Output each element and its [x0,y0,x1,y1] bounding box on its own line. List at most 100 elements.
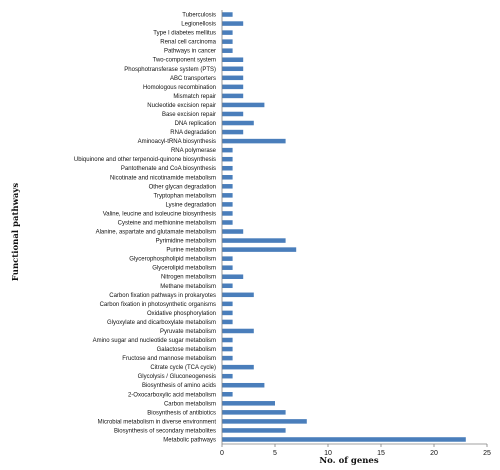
bar [222,319,233,325]
bar [222,392,233,397]
bar [222,346,233,352]
bar [222,401,275,406]
category-label: Biosynthesis of amino acids [142,383,216,389]
category-label: Glycerophospholipid metabolism [129,257,216,263]
bar [222,84,244,90]
y-axis-title: Functional pathways [11,183,21,281]
category-label: Homologous recombination [143,85,216,91]
x-tick-label: 10 [324,450,332,457]
bar [222,419,307,424]
category-label: Fructose and mannose metabolism [122,356,216,362]
category-label: Renal cell carcinoma [160,40,216,46]
x-tick-label: 25 [483,450,491,457]
bar [222,373,233,379]
category-label: Nitrogen metabolism [161,275,216,281]
bar [222,274,244,279]
x-axis-title: No. of genes [319,456,378,466]
x-tick-label: 5 [273,450,277,457]
bar [222,283,233,289]
category-label: Oxidative phosphorylation [147,311,216,317]
bar [222,175,233,180]
bar [222,301,233,307]
bar [222,328,254,334]
bar [222,337,233,343]
bar [222,202,233,207]
bar [222,184,233,189]
bar [222,147,233,153]
category-label: Base excision repair [162,112,216,118]
bar [222,256,233,261]
category-label: Cysteine and methionine metabolism [118,220,216,226]
bar [222,193,233,198]
category-label: Tryptophan metabolism [154,193,216,199]
category-label: Carbon fixation pathways in prokaryotes [109,293,216,299]
bars [222,12,466,442]
bar [222,265,233,270]
category-label: Valine, leucine and isoleucine biosynthe… [103,211,216,217]
bar [222,247,297,252]
category-label: Carbon fixation in photosynthetic organi… [100,302,216,308]
category-label: Galactose metabolism [157,347,216,353]
category-label: Tuberculosis [182,13,216,19]
category-label: Nucleotide excision repair [147,103,216,109]
category-label: Purine metabolism [166,248,216,254]
category-label: Pantothenate and CoA biosynthesis [121,166,216,172]
category-label: Pyrimidine metabolism [156,239,216,245]
bar [222,93,244,99]
category-label: Two-component system [153,58,216,64]
bar [222,138,286,144]
bar [222,238,286,243]
bar [222,66,244,72]
bar [222,229,244,234]
category-label: DNA replication [175,121,216,127]
category-label: Glycolysis / Gluconeogenesis [138,374,216,380]
bar [222,437,466,442]
category-label: Legionellosis [181,22,216,28]
bar [222,111,244,117]
bar [222,102,265,108]
category-label: Nicotinate and nicotinamide metabolism [110,175,216,181]
category-label: Lysine degradation [166,202,216,208]
bar [222,410,286,415]
bar [222,211,233,216]
bar [222,129,244,135]
bar [222,382,265,388]
bar [222,21,244,26]
bar [222,120,254,126]
bar [222,364,254,370]
category-label: Alanine, aspartate and glutamate metabol… [96,230,216,236]
category-label: RNA degradation [170,130,216,136]
category-label: RNA polymerase [171,148,217,154]
category-labels: Tuberculosis Legionellosis Type I diabetes… [74,13,217,444]
category-label: Aminoacyl-tRNA biosynthesis [138,139,216,145]
bar [222,48,233,53]
bar [222,39,233,44]
category-label: Methane metabolism [160,284,216,290]
bar [222,30,233,35]
bar [222,292,254,298]
category-label: Pathways in cancer [164,49,216,55]
category-label: Other glycan degradation [149,184,216,190]
category-label: ABC transporters [170,76,216,82]
category-label: Citrate cycle (TCA cycle) [150,365,216,371]
bar [222,310,233,316]
category-label: Microbial metabolism in diverse environm… [98,419,217,425]
x-tick-label: 15 [377,450,385,457]
category-label: Glycerolipid metabolism [152,266,216,272]
bar [222,75,244,81]
x-tick-label: 0 [220,450,224,457]
category-label: Phosphotransferase system (PTS) [124,67,216,73]
bar [222,220,233,225]
category-label: Metabolic pathways [163,437,216,443]
category-label: Glyoxylate and dicarboxylate metabolism [107,320,216,326]
category-label: Type I diabetes mellitus [153,31,216,37]
bar [222,165,233,171]
category-label: Biosynthesis of secondary metabolites [114,428,216,434]
bar [222,156,233,162]
category-label: Pyruvate metabolism [160,329,216,335]
category-label: Amino sugar and nucleotide sugar metabol… [93,338,216,344]
bar [222,12,233,17]
category-label: 2-Oxocarboxylic acid metabolism [128,392,216,398]
